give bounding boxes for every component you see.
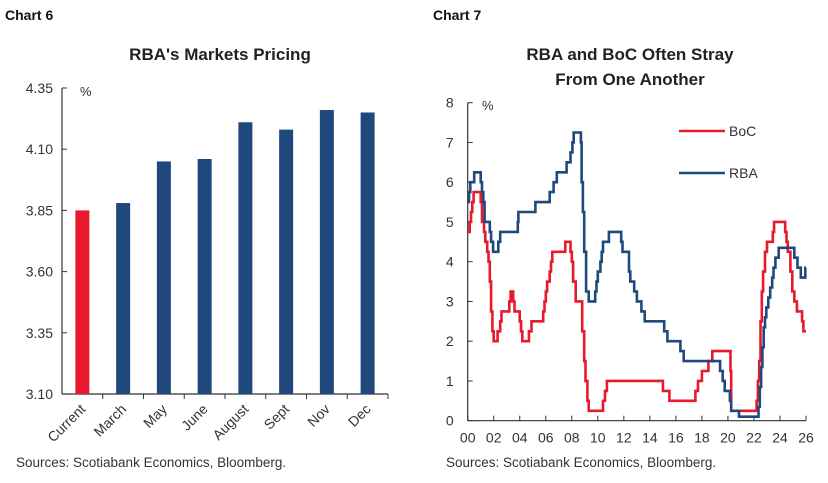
- y-tick-label: 3.35: [26, 325, 53, 341]
- x-tick-label: 16: [668, 430, 684, 446]
- series-line-rba: [467, 131, 807, 418]
- chart-7-title: RBA and BoC Often Stray From One Another: [440, 42, 820, 92]
- bar-may: [156, 161, 171, 394]
- y-unit-label: %: [80, 84, 92, 99]
- x-tick-label: 10: [590, 430, 606, 446]
- y-tick-label: 8: [446, 95, 454, 111]
- x-tick-label: 12: [616, 430, 632, 446]
- y-tick-label: 3.60: [26, 264, 53, 280]
- chart-6-source: Sources: Scotiabank Economics, Bloomberg…: [16, 455, 287, 470]
- y-tick-label: 3: [446, 293, 454, 309]
- y-tick-label: 4.10: [26, 141, 53, 157]
- bar-nov: [319, 110, 334, 395]
- x-tick-label: 08: [564, 430, 580, 446]
- y-unit-label: %: [482, 98, 494, 113]
- legend-label-boc: BoC: [729, 123, 756, 139]
- y-tick-label: 4.35: [26, 80, 53, 96]
- chart-6-label: Chart 6: [5, 7, 54, 23]
- series-line-boc: [467, 190, 806, 413]
- y-tick-label: 5: [446, 214, 454, 230]
- bar-june: [197, 158, 212, 394]
- bar-current: [75, 210, 90, 394]
- x-tick-label: 26: [798, 430, 814, 446]
- x-tick-label: 14: [642, 430, 658, 446]
- y-tick-label: 3.10: [26, 386, 53, 402]
- y-tick-label: 3.85: [26, 202, 53, 218]
- y-tick-label: 4: [446, 254, 454, 270]
- chart-7-source: Sources: Scotiabank Economics, Bloomberg…: [446, 455, 717, 470]
- legend-label-rba: RBA: [729, 165, 758, 181]
- y-tick-label: 2: [446, 333, 454, 349]
- x-tick-label: 04: [512, 430, 528, 446]
- y-tick-label: 1: [446, 373, 454, 389]
- bar-chart: 3.103.353.603.854.104.35 %Current March May…: [26, 80, 389, 445]
- x-tick-label: 22: [746, 430, 762, 446]
- chart-7-title-line-2: From One Another: [555, 70, 705, 89]
- y-tick-label: 7: [446, 134, 454, 150]
- bar-march: [116, 203, 131, 394]
- x-tick-label: 00: [460, 430, 476, 446]
- y-tick-label: 6: [446, 174, 454, 190]
- chart-7-title-line-1: RBA and BoC Often Stray: [526, 45, 734, 64]
- bar-sept: [279, 129, 294, 394]
- x-tick-label: 18: [694, 430, 710, 446]
- bar-dec: [360, 112, 375, 394]
- x-tick-label: 24: [772, 430, 788, 446]
- chart-7-label: Chart 7: [433, 7, 482, 23]
- x-tick-label: 06: [538, 430, 554, 446]
- y-tick-label: 0: [446, 413, 454, 429]
- x-tick-label: 02: [486, 430, 502, 446]
- bar-august: [238, 122, 253, 394]
- x-tick-label: 20: [720, 430, 736, 446]
- chart-6-title: RBA's Markets Pricing: [129, 45, 311, 64]
